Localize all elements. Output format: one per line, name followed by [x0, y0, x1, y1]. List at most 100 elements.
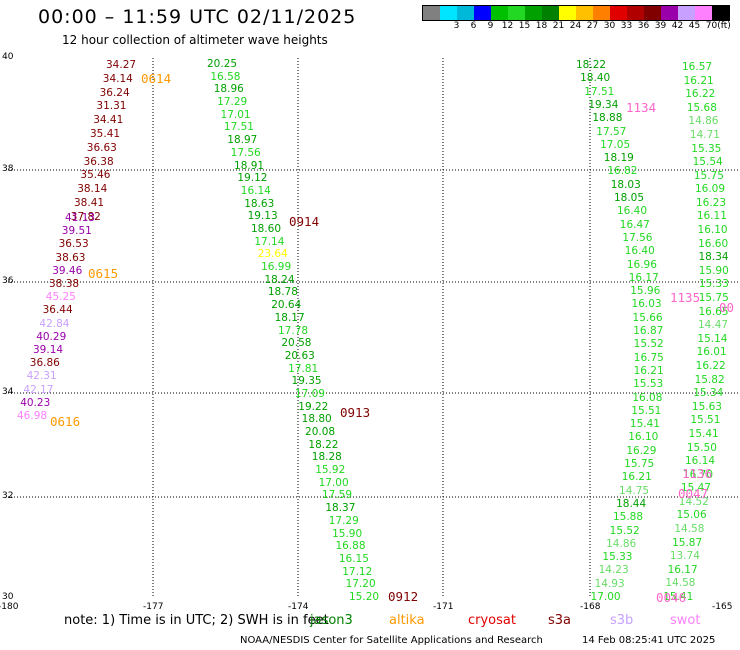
wave-height-value: 16.99: [261, 261, 292, 274]
scale-swatch: [491, 6, 508, 20]
longitude-tick-label: -174: [288, 602, 309, 612]
wave-height-value: 36.38: [83, 155, 114, 168]
wave-height-value: 18.19: [603, 152, 634, 165]
wave-height-value: 36.53: [58, 238, 89, 251]
wave-height-value: 20.63: [284, 349, 315, 362]
scale-swatch: [576, 6, 593, 20]
wave-height-value: 15.34: [693, 387, 724, 400]
wave-height-value: 45.25: [45, 291, 76, 304]
legend-cryosat: cryosat: [468, 613, 516, 628]
scale-unit-label: (ft): [717, 21, 731, 31]
wave-height-value: 16.22: [685, 88, 716, 101]
scale-swatch: [627, 6, 644, 20]
wave-height-value: 17.00: [590, 591, 621, 603]
wave-height-value: 15.75: [698, 292, 729, 305]
scale-tick-label: 30: [603, 21, 616, 31]
wave-height-value: 19.13: [247, 210, 278, 223]
wave-height-value: 15.47: [680, 482, 711, 495]
wave-height-value: 19.35: [291, 375, 322, 388]
wave-height-value: 18.24: [264, 273, 295, 286]
wave-height-value: 18.44: [616, 497, 647, 510]
scale-tick-label: 6: [470, 21, 477, 31]
wave-height-value: 16.10: [697, 224, 728, 237]
wave-height-value: 18.05: [613, 192, 645, 204]
wave-height-value: 18.91: [234, 159, 265, 172]
scale-swatch: [542, 6, 559, 20]
scale-swatch: [457, 6, 474, 20]
scale-swatch: [712, 6, 729, 20]
wave-height-value: 16.57: [682, 61, 713, 73]
wave-height-value: 16.10: [628, 431, 659, 444]
legend-s3b: s3b: [610, 613, 634, 628]
scale-swatch: [661, 6, 678, 20]
wave-height-value: 18.63: [244, 197, 275, 210]
scale-swatch: [593, 6, 610, 20]
wave-height-value: 17.81: [288, 362, 319, 375]
wave-height-value: 15.41: [663, 591, 694, 603]
wave-height-value: 20.58: [281, 337, 312, 350]
wave-height-value: 14.52: [678, 495, 709, 508]
wave-height-value: 23.64: [257, 248, 288, 261]
wave-height-value: 16.09: [694, 183, 726, 196]
wave-height-value: 17.20: [345, 578, 376, 591]
scale-tick-label: 70: [705, 21, 718, 31]
wave-height-value: 18.96: [213, 83, 244, 96]
wave-height-value: 16.87: [633, 325, 664, 337]
longitude-tick-label: -180: [0, 602, 19, 612]
pass-time-label: 1135: [670, 290, 701, 305]
wave-height-value: 18.97: [227, 134, 258, 147]
wave-height-value: 16.03: [631, 298, 662, 311]
latitude-tick-label: 32: [2, 491, 14, 501]
wave-height-value: 16.82: [607, 165, 638, 178]
wave-height-value: 15.51: [690, 414, 721, 427]
wave-height-value: 36.63: [86, 141, 117, 154]
legend-s3a: s3a: [548, 613, 572, 628]
scale-tick-label: 36: [637, 21, 650, 31]
wave-height-value: 38.63: [55, 251, 86, 264]
wave-height-value: 17.09: [294, 387, 325, 400]
wave-height-value: 16.70: [682, 468, 714, 481]
wave-height-value: 14.71: [689, 128, 720, 141]
map-subtitle: 12 hour collection of altimeter wave hei…: [62, 33, 328, 47]
legend-jason3: jason3: [310, 613, 353, 628]
wave-height-value: 38.38: [49, 278, 80, 290]
wave-height-value: 14.75: [619, 484, 650, 497]
wave-height-value: 16.21: [633, 364, 664, 377]
footer-note: note: 1) Time is in UTC; 2) SWH is in fe…: [64, 613, 329, 628]
wave-height-value: 16.23: [695, 196, 727, 209]
scale-tick-label: 27: [586, 21, 599, 31]
scale-tick-label: 24: [569, 21, 582, 31]
wave-height-value: 42.84: [39, 317, 70, 330]
longitude-tick-label: -177: [143, 602, 164, 612]
scale-tick-label: 18: [535, 21, 548, 31]
wave-height-value: 40.29: [36, 330, 67, 343]
wave-height-value: 15.52: [633, 338, 664, 351]
scale-tick-label: 39: [654, 21, 667, 31]
wave-height-value: 14.93: [594, 577, 625, 590]
wave-height-value: 16.21: [683, 74, 714, 87]
wave-height-value: 16.29: [626, 444, 657, 457]
wave-height-value: 15.53: [633, 378, 664, 391]
wave-height-value: 15.90: [698, 264, 729, 277]
wave-height-value: 18.22: [576, 59, 607, 71]
pass-time-label: 0615: [88, 266, 119, 281]
page-title: 00:00 – 11:59 UTC 02/11/2025: [38, 6, 357, 28]
wave-height-value: 34.41: [93, 114, 124, 127]
wave-height-value: 15.35: [691, 142, 722, 155]
wave-height-value: 20.08: [305, 426, 336, 439]
scale-swatch: [525, 6, 542, 20]
wave-height-value: 18.03: [610, 178, 641, 191]
wave-height-value: 15.82: [694, 373, 725, 386]
wave-height-value: 17.59: [321, 489, 352, 502]
wave-height-value: 16.11: [696, 210, 727, 223]
wave-height-value: 15.88: [612, 511, 644, 524]
scale-tick-label: 45: [688, 21, 701, 31]
wave-height-value: 15.96: [630, 285, 661, 298]
wave-height-value: 16.47: [619, 218, 650, 231]
wave-height-value: 15.41: [629, 418, 660, 431]
scale-tick-label: 33: [620, 21, 633, 31]
pass-time-label: 0616: [50, 414, 81, 429]
wave-height-value: 16.60: [698, 237, 729, 250]
wave-height-value: 36.24: [99, 86, 130, 99]
pass-time-label: 1136: [682, 466, 713, 481]
